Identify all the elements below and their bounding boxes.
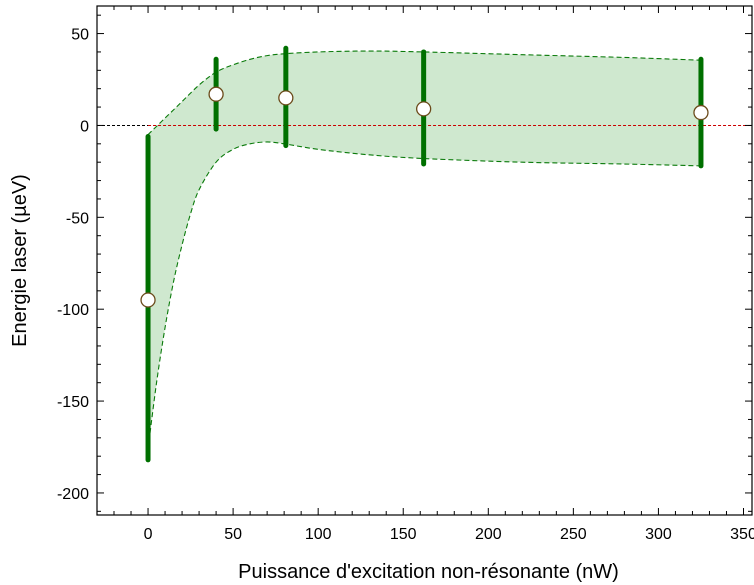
marker-layer	[140, 86, 709, 308]
y-tick-label: 50	[71, 27, 89, 44]
x-tick-label: 300	[645, 526, 672, 543]
data-point	[278, 90, 294, 106]
y-axis-title: Energie laser (µeV)	[9, 174, 31, 347]
y-tick-label: 0	[80, 118, 89, 135]
y-tick-label: -100	[57, 302, 89, 319]
data-point	[415, 101, 432, 117]
y-tick-label: -50	[66, 210, 89, 227]
confidence-band	[148, 51, 701, 449]
band-upper-edge	[147, 50, 701, 136]
x-axis-title: Puissance d'excitation non-résonante (nW…	[238, 561, 619, 583]
x-tick-label: 0	[144, 526, 153, 543]
band-lower-edge	[147, 141, 701, 449]
data-point	[208, 86, 224, 102]
x-tick-label: 150	[390, 526, 417, 543]
y-tick-label: -150	[57, 394, 89, 411]
data-point	[693, 104, 709, 121]
x-tick-label: 100	[305, 526, 332, 543]
y-tick-label: -200	[57, 486, 89, 503]
data-point	[140, 292, 156, 308]
x-tick-label: 350	[730, 526, 754, 543]
x-tick-label: 200	[475, 526, 502, 543]
x-tick-label: 50	[224, 526, 242, 543]
plot-band-layer	[147, 50, 701, 449]
x-tick-label: 250	[560, 526, 587, 543]
plot-frame	[96, 5, 753, 516]
tick-layer: 0 50 100 150 200 250 300 350 -200 -150 -100 -50 0 50	[57, 6, 754, 543]
